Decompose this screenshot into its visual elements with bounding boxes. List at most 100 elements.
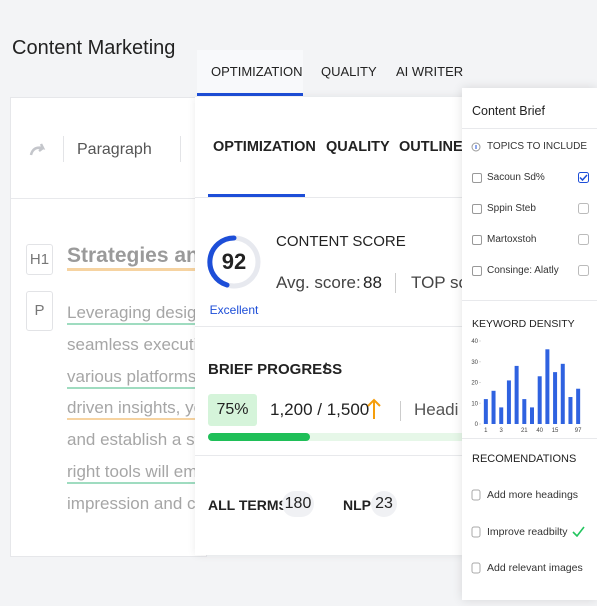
checkbox[interactable] xyxy=(472,235,482,245)
separator xyxy=(63,136,64,162)
top-tab[interactable]: OPTIMIZATION xyxy=(211,64,303,79)
check-box xyxy=(578,203,589,214)
divider xyxy=(11,198,206,199)
optimization-panel: OPTIMIZATION QUALITY OUTLINE 92 Excellen… xyxy=(195,97,467,555)
checkbox[interactable] xyxy=(472,204,482,214)
bar xyxy=(483,399,488,424)
word-count: 1,200 / 1,500 xyxy=(270,400,370,419)
term-count: 180 xyxy=(282,491,314,517)
paragraph-line: and establish a st xyxy=(67,430,200,450)
recommendations-title: RECOMENDATIONS xyxy=(472,453,577,465)
separator xyxy=(180,136,181,162)
progress-percent: 75% xyxy=(208,394,257,426)
term-label: ALL TERMS xyxy=(208,497,288,513)
bar xyxy=(506,380,511,424)
up-arrow xyxy=(367,398,381,419)
icon-shape xyxy=(471,562,481,574)
x-tick-label: 1 xyxy=(484,428,488,433)
bar xyxy=(537,376,542,424)
topic-label: Consinge: Alatly xyxy=(487,265,559,276)
x-tick-label: 97 xyxy=(575,428,582,433)
bar xyxy=(530,407,534,424)
icon-shape xyxy=(471,526,481,537)
progress-track xyxy=(208,433,467,441)
tag-box: H1 xyxy=(26,244,53,275)
x-tick-label: 15 xyxy=(552,428,559,433)
separator xyxy=(400,401,401,421)
bar xyxy=(576,388,581,424)
topic-label: Sacoun Sd% xyxy=(487,172,545,183)
panel-tab[interactable]: OPTIMIZATION xyxy=(213,139,316,155)
top-tab[interactable]: AI WRITER xyxy=(396,64,464,79)
x-tick-label: 21 xyxy=(521,428,528,433)
topics-icon xyxy=(471,142,481,152)
bar xyxy=(522,399,527,424)
recommendation-icon xyxy=(471,489,481,501)
bar xyxy=(568,397,573,424)
divider xyxy=(195,455,467,456)
paragraph-line: seamless executio xyxy=(67,334,207,354)
score-title: CONTENT SCORE xyxy=(276,233,406,250)
info[interactable]: i xyxy=(323,360,328,377)
bar xyxy=(560,363,565,424)
top-tab[interactable]: QUALITY xyxy=(321,64,377,79)
top-label: TOP sc xyxy=(411,273,467,292)
active-tab-underline xyxy=(197,93,303,96)
brief-panel: Content Brief TOPICS TO INCLUDE KEYWORD … xyxy=(462,88,597,600)
density-title: KEYWORD DENSITY xyxy=(472,318,575,330)
progress-title: BRIEF PROGRESS xyxy=(208,361,343,378)
recommendation-label[interactable]: Add relevant images xyxy=(487,562,583,574)
topic-check[interactable] xyxy=(578,203,589,214)
avg-score: 88 xyxy=(363,273,382,292)
recommendation-label[interactable]: Improve readbilty xyxy=(487,525,568,538)
check-box xyxy=(578,265,589,276)
recommendation-label[interactable]: Add more headings xyxy=(487,489,579,501)
check-box xyxy=(578,172,589,183)
tag-box: P xyxy=(26,291,53,331)
separator xyxy=(395,273,396,293)
panel-tab[interactable]: OUTLINE xyxy=(399,139,463,155)
paragraph-line: driven insights, yo xyxy=(67,398,204,421)
editor-card: Paragraph H1 Strategies an P Leveraging … xyxy=(10,97,207,557)
avg-label: Avg. score: xyxy=(276,273,361,292)
progress-fill xyxy=(208,433,310,441)
term-label: NLP xyxy=(343,497,371,513)
topic-check[interactable] xyxy=(578,172,589,183)
topic-label: Martoxstoh xyxy=(487,234,537,245)
heading: Strategies an xyxy=(67,244,199,271)
score-label: Excellent xyxy=(209,303,259,317)
panel-tab[interactable]: QUALITY xyxy=(326,139,390,155)
active-tab-bg xyxy=(197,50,303,97)
paragraph-line: various platforms. xyxy=(67,367,202,389)
recommendation-icon xyxy=(471,526,481,537)
y-tick-label: 0 xyxy=(475,422,479,428)
divider xyxy=(195,197,467,198)
paragraph-line: right tools will em xyxy=(67,462,198,484)
block-type[interactable]: Paragraph xyxy=(77,141,152,158)
y-tick-label: 20 xyxy=(471,381,478,387)
page-title: Content Marketing xyxy=(12,37,176,59)
x-tick-label: 40 xyxy=(536,428,543,433)
topic-label: Sppin Steb xyxy=(487,203,536,214)
score-ring xyxy=(207,235,261,289)
topic-check[interactable] xyxy=(578,234,589,245)
divider xyxy=(462,300,597,301)
check-mark xyxy=(572,526,585,537)
checkbox[interactable] xyxy=(472,173,482,183)
divider xyxy=(462,438,597,439)
checkbox[interactable] xyxy=(472,266,482,276)
y-tick-label: 40 xyxy=(471,339,478,345)
bar xyxy=(545,349,550,424)
check-box xyxy=(578,234,589,245)
headings-label: Headi xyxy=(414,400,459,419)
icon-shape xyxy=(471,489,481,501)
bar xyxy=(499,407,504,424)
topic-check[interactable] xyxy=(578,265,589,276)
y-tick-label: 30 xyxy=(471,360,478,366)
divider xyxy=(462,128,597,129)
bar xyxy=(491,390,496,424)
brief-title: Content Brief xyxy=(472,104,545,118)
divider xyxy=(195,326,467,327)
redo-icon[interactable] xyxy=(28,142,50,158)
